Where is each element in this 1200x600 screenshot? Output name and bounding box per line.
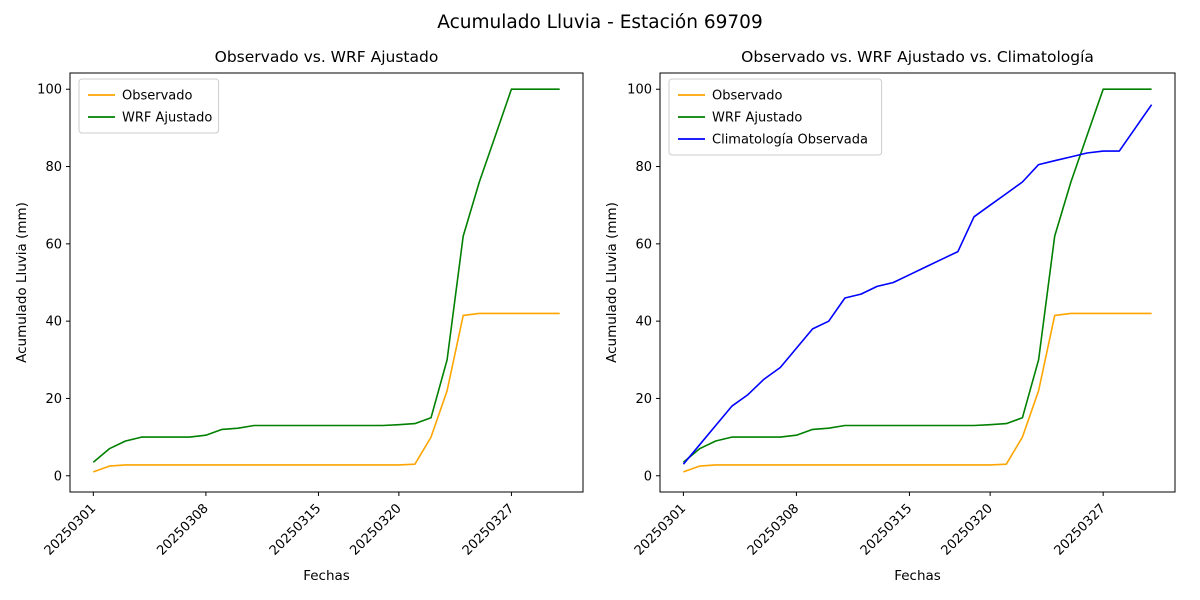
legend [78, 78, 220, 134]
y-tick-label: 100 [627, 83, 652, 98]
x-axis-label: Fechas [894, 568, 941, 584]
legend-label-wrf-ajustado: WRF Ajustado [122, 111, 212, 126]
y-tick-label: 80 [45, 160, 62, 175]
x-tick-label: 20250320 [347, 501, 404, 558]
legend-label-observado: Observado [122, 89, 193, 104]
y-tick-label: 20 [45, 392, 62, 407]
line-wrf-ajustado [92, 88, 560, 463]
y-tick-label: 0 [54, 469, 62, 484]
y-tick-label: 60 [635, 237, 652, 252]
line-climatologia-observada [682, 104, 1153, 465]
x-tick-label: 20250327 [460, 501, 517, 558]
x-tick-label: 20250308 [154, 501, 211, 558]
legend-label-wrf-ajustado: WRF Ajustado [712, 111, 802, 126]
subplot-left: Observado vs. WRF Ajustado 0 20 40 60 80 100 20… [14, 48, 584, 584]
x-tick-label: 20250327 [1052, 501, 1109, 558]
x-tick-label: 20250301 [42, 501, 99, 558]
figure-title: Acumulado Lluvia - Estación 69709 [437, 12, 763, 33]
y-tick-label: 40 [45, 315, 62, 330]
y-tick-label: 20 [635, 392, 652, 407]
plot-border [659, 72, 1176, 493]
plot-border [69, 72, 584, 493]
y-tick-label: 0 [644, 469, 652, 484]
y-tick-label: 80 [635, 160, 652, 175]
x-tick-label: 20250308 [745, 501, 802, 558]
subplot-right: Observado vs. WRF Ajustado vs. Climatolo… [604, 48, 1176, 584]
y-tick-label: 40 [635, 315, 652, 330]
x-tick-label: 20250315 [267, 501, 324, 558]
y-axis-label: Acumulado Lluvia (mm) [14, 202, 30, 363]
legend-label-climatologia-observada: Climatología Observada [712, 133, 868, 148]
line-observado [93, 312, 560, 473]
x-tick-label: 20250320 [939, 501, 996, 558]
legend-label-observado: Observado [712, 89, 783, 104]
line-wrf-ajustado [682, 88, 1152, 463]
x-axis-label: Fechas [303, 568, 350, 584]
x-tick-label: 20250301 [632, 501, 689, 558]
legend [668, 78, 883, 156]
y-axis-label: Acumulado Lluvia (mm) [604, 202, 620, 363]
x-tick-label: 20250315 [858, 501, 915, 558]
y-tick-label: 60 [45, 237, 62, 252]
subplot-title: Observado vs. WRF Ajustado [215, 48, 439, 66]
y-tick-label: 100 [37, 83, 62, 98]
line-observado [683, 312, 1152, 473]
subplot-title: Observado vs. WRF Ajustado vs. Climatolo… [741, 48, 1094, 66]
